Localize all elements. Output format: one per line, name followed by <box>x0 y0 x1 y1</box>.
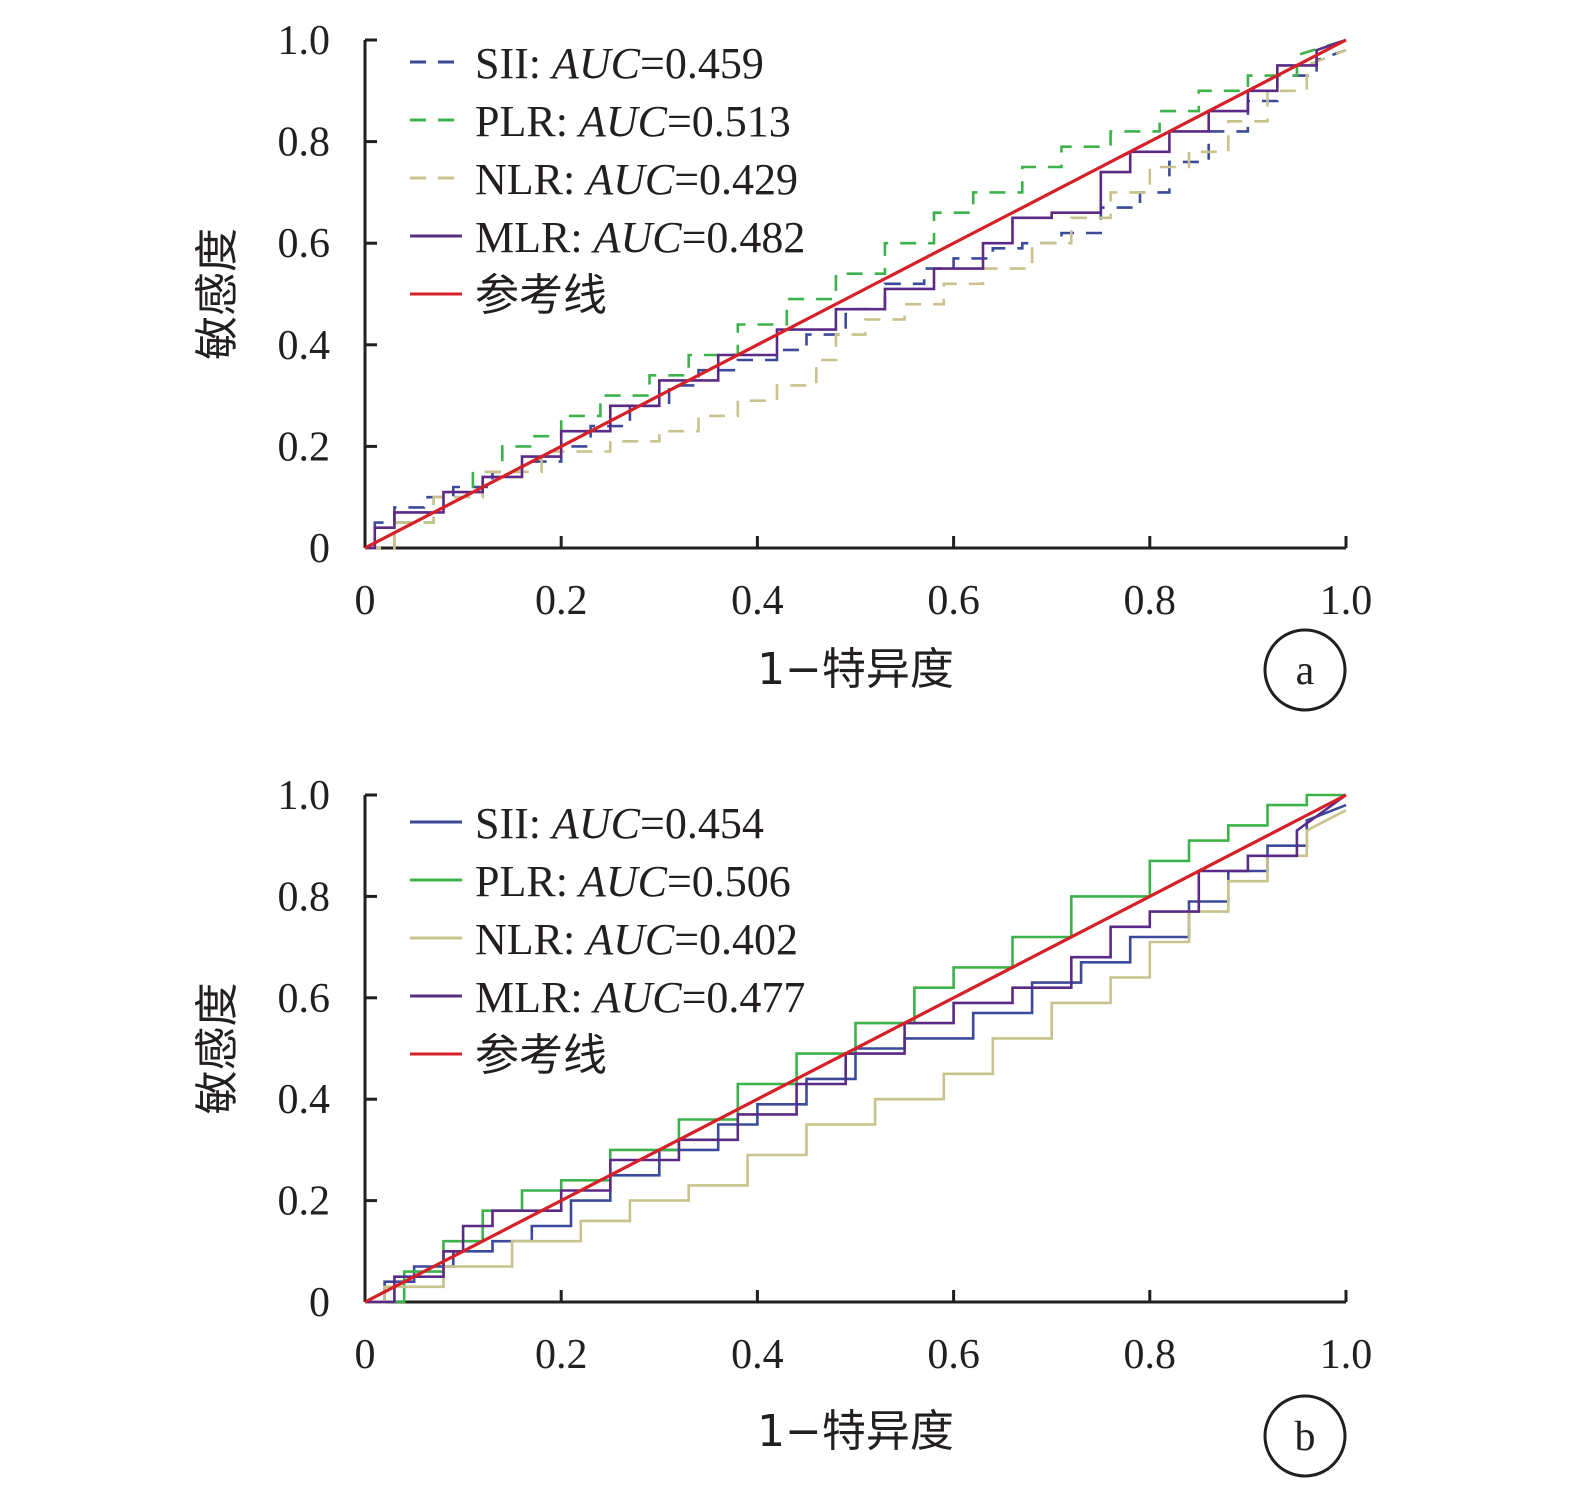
legend-entry: NLR: AUC=0.429 <box>475 155 798 204</box>
legend-auc-value: =0.402 <box>674 915 798 964</box>
legend-auc-label: AUC <box>591 213 683 262</box>
legend-auc-label: AUC <box>576 857 668 906</box>
panel-label: a <box>1296 648 1315 694</box>
legend-entry: SII: AUC=0.454 <box>475 799 764 848</box>
y-axis-title: 敏感度 <box>192 983 243 1115</box>
legend-series-name: MLR <box>475 213 571 262</box>
x-tick-label: 0.8 <box>1124 1332 1177 1378</box>
roc-curve-mlr <box>365 38 1347 550</box>
legend-separator: : <box>563 915 586 964</box>
legend-series-name: SII <box>475 39 529 88</box>
legend-series-name: PLR <box>475 97 556 146</box>
legend-separator: : <box>529 799 552 848</box>
y-tick-label: 0.8 <box>278 874 331 920</box>
legend-entry: PLR: AUC=0.506 <box>475 857 791 906</box>
x-tick-label: 1.0 <box>1320 1332 1373 1378</box>
legend-auc-label: AUC <box>549 39 641 88</box>
legend-entry: PLR: AUC=0.513 <box>475 97 791 146</box>
legend-auc-label: AUC <box>576 97 668 146</box>
x-tick-label: 0 <box>355 1332 376 1378</box>
x-tick-label: 1.0 <box>1320 578 1373 624</box>
y-axis-title: 敏感度 <box>192 228 243 360</box>
legend-auc-label: AUC <box>549 799 641 848</box>
y-tick-label: 0 <box>309 1280 330 1326</box>
y-tick-label: 1.0 <box>278 18 331 64</box>
x-tick-label: 0.6 <box>927 1332 980 1378</box>
y-tick-label: 0.6 <box>278 221 331 267</box>
y-tick-label: 1.0 <box>278 773 331 819</box>
roc-curve-sii <box>365 803 1347 1304</box>
legend-auc-label: AUC <box>583 915 675 964</box>
roc-curve-nlr <box>365 809 1347 1304</box>
roc-curve-plr <box>365 38 1347 550</box>
x-tick-label: 0.4 <box>731 578 784 624</box>
legend-separator: : <box>570 213 593 262</box>
legend-auc-value: =0.506 <box>667 857 791 906</box>
x-tick-label: 0 <box>355 578 376 624</box>
legend-auc-value: =0.482 <box>682 213 806 262</box>
roc-curve-reference <box>364 38 1347 550</box>
legend-auc-value: =0.429 <box>674 155 798 204</box>
legend-separator: : <box>570 973 593 1022</box>
x-tick-label: 0.4 <box>731 1332 784 1378</box>
y-tick-label: 0 <box>309 526 330 572</box>
legend-auc-value: =0.477 <box>682 973 806 1022</box>
x-tick-label: 0.6 <box>927 578 980 624</box>
y-tick-label: 0.8 <box>278 120 331 166</box>
roc-curve-mlr <box>365 793 1347 1304</box>
roc-curve-sii <box>365 48 1347 550</box>
legend-entry: MLR: AUC=0.477 <box>475 973 805 1022</box>
legend-entry: MLR: AUC=0.482 <box>475 213 805 262</box>
x-tick-label: 0.2 <box>535 578 588 624</box>
legend-entry: NLR: AUC=0.402 <box>475 915 798 964</box>
roc-curve-reference <box>364 793 1347 1304</box>
y-tick-label: 0.2 <box>278 424 331 470</box>
legend-separator: : <box>563 155 586 204</box>
legend-separator: : <box>556 857 579 906</box>
legend-series-name: SII <box>475 799 529 848</box>
legend-entry: 参考线 <box>475 1030 607 1081</box>
legend-series-name: 参考线 <box>475 1030 607 1081</box>
panel-label-circle <box>1263 1394 1347 1478</box>
legend-auc-value: =0.459 <box>640 39 764 88</box>
roc-chart-panel-b: 0 0.2 0.4 0.6 0.8 1.0 0 0.2 0.4 0.6 0.8 1.0 1−特异度 敏感度… <box>192 773 1373 1478</box>
legend-series-name: 参考线 <box>475 270 607 321</box>
y-tick-label: 0.4 <box>278 1077 331 1123</box>
x-tick-label: 0.2 <box>535 1332 588 1378</box>
legend-auc-value: =0.454 <box>640 799 764 848</box>
legend-series-name: MLR <box>475 973 571 1022</box>
legend-auc-value: =0.513 <box>667 97 791 146</box>
legend-auc-label: AUC <box>583 155 675 204</box>
panel-label: b <box>1295 1414 1316 1460</box>
x-tick-label: 0.8 <box>1124 578 1177 624</box>
roc-chart-panel-a: 0 0.2 0.4 0.6 0.8 1.0 0 0.2 0.4 0.6 0.8 1.0 1−特异度 敏感度… <box>192 18 1373 712</box>
legend-series-name: PLR <box>475 857 556 906</box>
x-axis-title: 1−特异度 <box>757 1406 954 1457</box>
legend-entry: SII: AUC=0.459 <box>475 39 764 88</box>
x-axis-title: 1−特异度 <box>757 644 954 695</box>
legend-entry: 参考线 <box>475 270 607 321</box>
legend-auc-label: AUC <box>591 973 683 1022</box>
y-tick-label: 0.2 <box>278 1179 331 1225</box>
legend-separator: : <box>556 97 579 146</box>
y-tick-label: 0.6 <box>278 976 331 1022</box>
roc-curve-nlr <box>365 48 1347 550</box>
legend-series-name: NLR <box>475 155 564 204</box>
panel-label-circle <box>1263 628 1347 712</box>
y-tick-label: 0.4 <box>278 323 331 369</box>
legend-separator: : <box>529 39 552 88</box>
legend-series-name: NLR <box>475 915 564 964</box>
